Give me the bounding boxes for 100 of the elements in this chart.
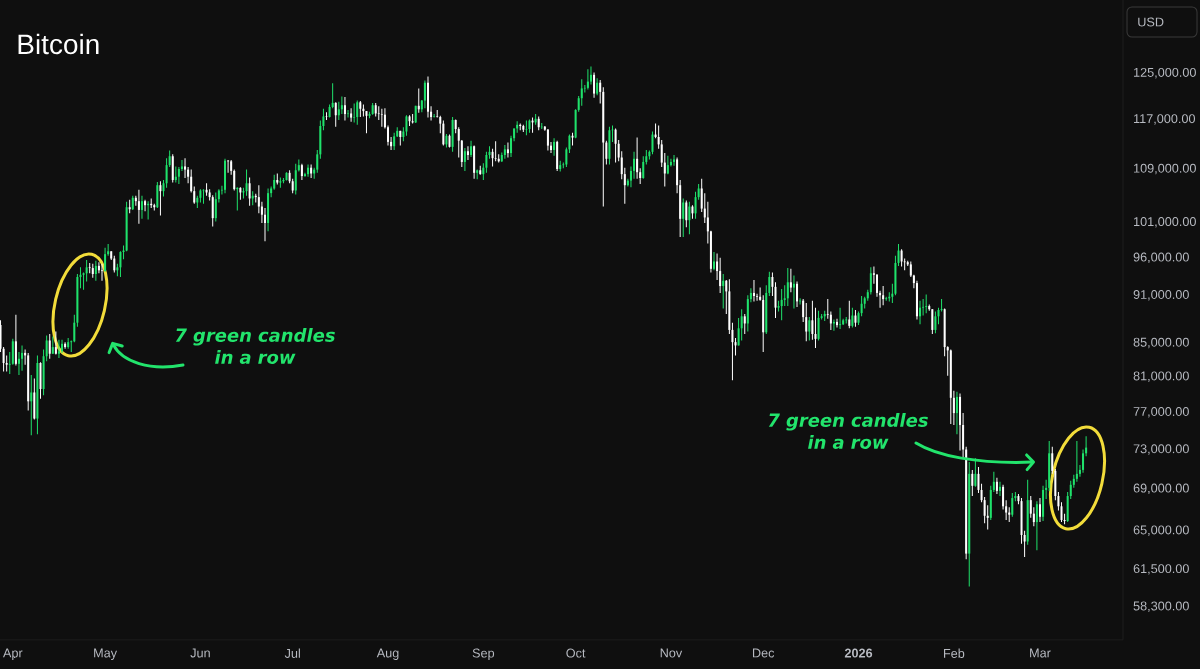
candlestick	[977, 466, 980, 494]
candlestick	[88, 262, 91, 274]
candlestick	[494, 140, 497, 162]
candlestick	[792, 275, 795, 309]
candlestick	[347, 109, 350, 119]
y-tick-label: 61,500.00	[1133, 564, 1189, 575]
y-tick-label: 101,000.00	[1134, 217, 1196, 228]
x-tick-label: May	[94, 648, 118, 660]
candlestick	[940, 298, 943, 313]
candlestick	[405, 114, 408, 137]
candlestick	[144, 199, 147, 212]
candlestick	[350, 107, 353, 123]
candlestick	[184, 157, 187, 179]
y-tick-label: 91,000.00	[1133, 290, 1189, 301]
y-tick-label: 117,000.00	[1134, 114, 1195, 125]
candlestick	[248, 176, 251, 207]
candlestick	[380, 108, 383, 128]
candlestick	[553, 137, 556, 157]
x-tick-label: Dec	[752, 648, 775, 658]
candlestick	[869, 266, 872, 295]
y-tick-label: 109,000.00	[1134, 163, 1196, 175]
candlestick	[835, 318, 839, 328]
candlestick	[334, 101, 337, 128]
candlestick	[85, 259, 88, 283]
x-tick-label: Nov	[660, 648, 683, 658]
y-tick-label: 81,000.00	[1133, 371, 1189, 382]
candlestick	[1038, 497, 1041, 523]
candlestick	[343, 96, 346, 122]
candlestick	[673, 154, 676, 167]
candlestick	[423, 79, 426, 109]
annotation: 7 green candles in a row	[175, 328, 335, 364]
candlestick	[740, 308, 743, 341]
candlestick	[934, 311, 937, 334]
candlestick	[171, 153, 174, 184]
candlestick	[1035, 500, 1038, 551]
candlestick	[245, 169, 248, 197]
y-tick-label: 85,000.00	[1133, 337, 1189, 349]
candlestick	[353, 102, 356, 123]
candlestick	[685, 199, 688, 228]
x-tick-label: Mar	[1030, 648, 1051, 658]
candlestick	[11, 338, 14, 366]
candlestick	[651, 130, 654, 155]
candlestick	[789, 268, 792, 293]
x-tick-label: Jun	[190, 648, 210, 658]
candlestick	[580, 78, 583, 107]
candlestick	[503, 144, 506, 160]
candlestick	[119, 250, 122, 278]
x-tick-label: Aug	[376, 648, 399, 660]
x-tick-label: Sep	[472, 648, 495, 661]
candlestick	[214, 191, 217, 223]
candlestick	[706, 201, 709, 244]
candlestick	[586, 68, 589, 91]
candlestick	[1075, 440, 1078, 483]
candlestick	[463, 147, 466, 172]
candlestick	[636, 137, 639, 180]
candlestick	[140, 195, 143, 220]
y-tick-label: 77,000.00	[1133, 407, 1189, 418]
candlestick	[971, 469, 974, 497]
candlestick	[546, 128, 549, 152]
candlestick	[931, 308, 934, 335]
candlestick	[786, 267, 789, 307]
candlestick	[61, 339, 64, 354]
candlestick	[998, 481, 1002, 497]
candlestick	[57, 339, 60, 359]
candlestick	[808, 316, 811, 341]
x-tick-label: Oct	[566, 648, 586, 658]
y-tick-label: 96,000.00	[1133, 252, 1189, 264]
candlestick	[466, 145, 469, 161]
x-tick-label: Apr	[2, 648, 23, 660]
candlestick	[156, 181, 159, 209]
candlestick	[340, 95, 343, 115]
x-tick-label: Jul	[284, 648, 300, 658]
candlestick	[104, 247, 107, 273]
y-tick-label: 69,000.00	[1133, 483, 1189, 495]
candlestick	[986, 504, 989, 531]
candlestick	[100, 263, 104, 282]
candlestick	[211, 194, 214, 227]
candlestick	[811, 300, 814, 341]
candlestick	[848, 300, 851, 329]
y-tick-label: 58,300.00	[1133, 601, 1189, 612]
candlestick	[817, 310, 820, 341]
annotation: 7 green candles in a row	[768, 413, 928, 449]
candlestick	[752, 279, 755, 302]
candlestick	[722, 273, 725, 309]
candlestick	[307, 163, 310, 178]
y-tick-label: 65,000.00	[1133, 525, 1189, 536]
candlestick	[719, 257, 722, 294]
x-tick-label: 2026	[844, 648, 873, 658]
candlestick	[743, 313, 746, 335]
y-axis-title: USD	[1138, 17, 1164, 27]
candlestick	[666, 155, 669, 175]
candlestick	[48, 333, 51, 360]
candlestick	[805, 302, 808, 342]
candlestick	[712, 251, 716, 271]
candlestick	[433, 113, 436, 119]
x-tick-label: Feb	[944, 648, 965, 658]
y-tick-label: 73,000.00	[1133, 444, 1189, 455]
candlestick	[21, 344, 24, 372]
y-tick-label: 125,000.00	[1134, 67, 1196, 79]
text: Bitcoin	[18, 33, 99, 55]
